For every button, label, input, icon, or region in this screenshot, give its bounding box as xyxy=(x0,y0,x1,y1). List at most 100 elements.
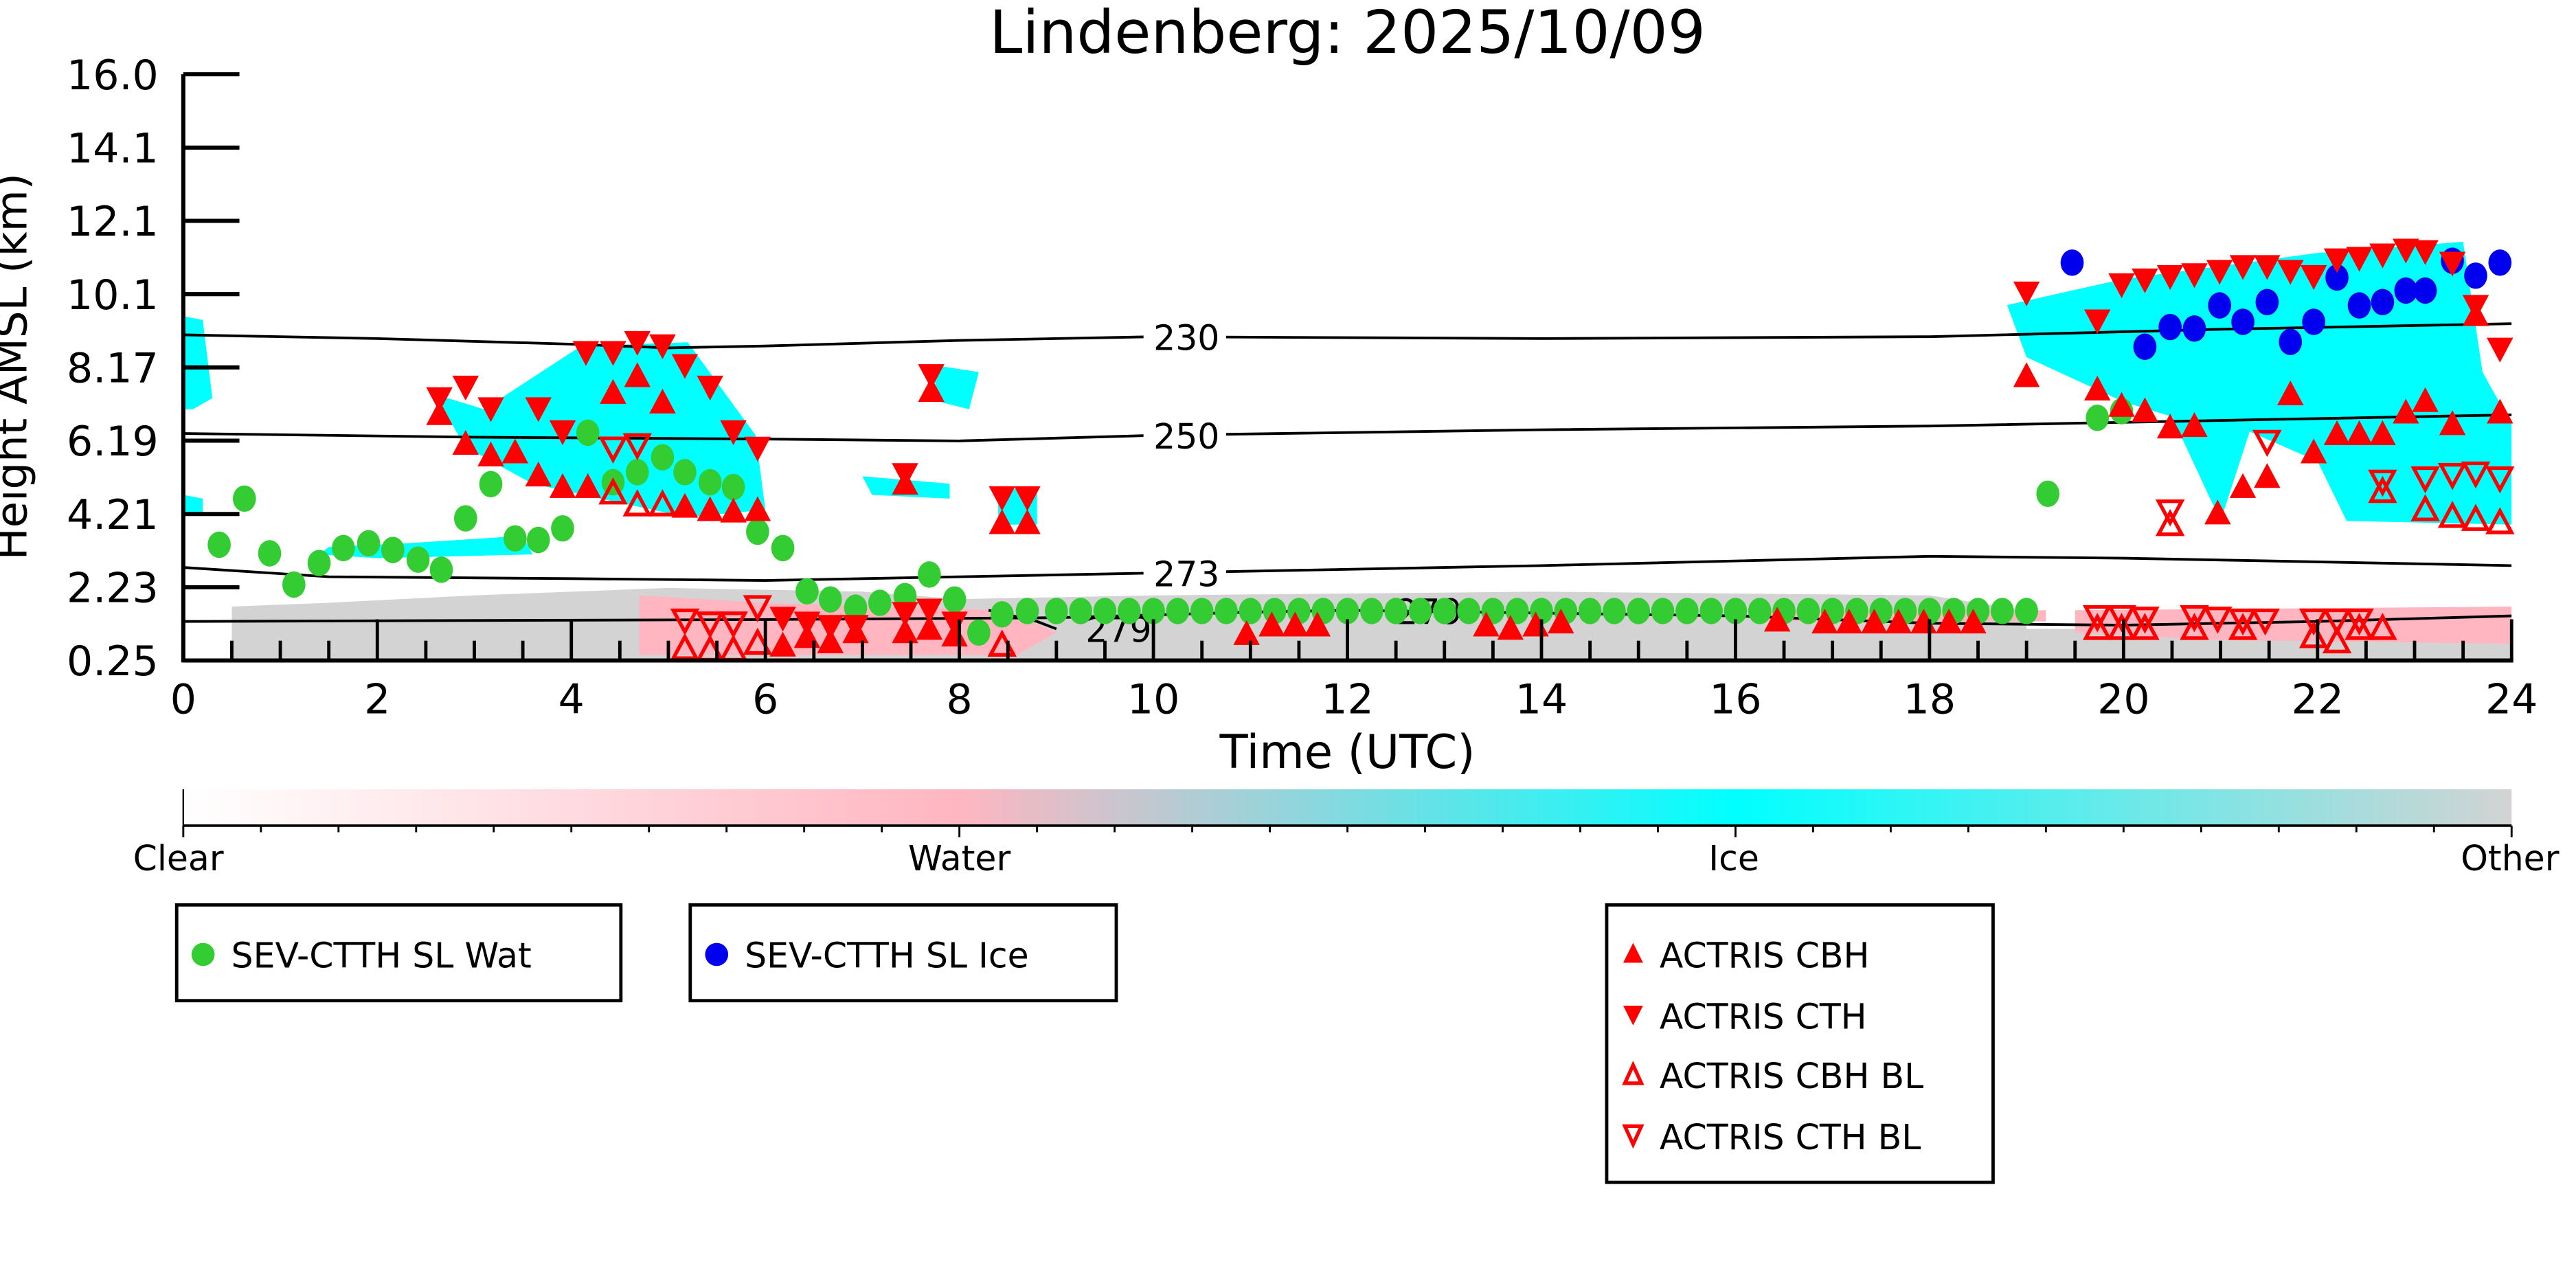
marker-actris-cth xyxy=(988,486,1016,511)
marker-sev-ctth-sl-wat xyxy=(1384,598,1408,624)
marker-sev-ctth-sl-wat xyxy=(771,534,795,562)
marker-actris-cth xyxy=(649,334,676,359)
marker-actris-cth xyxy=(1014,486,1041,511)
x-tick-label: 16 xyxy=(1709,675,1761,723)
contour-line-230 xyxy=(183,322,2512,350)
chart-title: Lindenberg: 2025/10/09 xyxy=(989,0,1705,67)
legend-sev-wat: SEV-CTTH SL Wat xyxy=(174,903,623,1003)
y-tick-label: 10.1 xyxy=(67,271,159,319)
marker-actris-cth xyxy=(477,397,504,422)
marker-actris-cth xyxy=(2412,240,2439,265)
contour-label-bg xyxy=(1143,554,1226,591)
marker-sev-ctth-sl-wat xyxy=(1432,598,1456,624)
x-tick-label: 8 xyxy=(947,675,973,723)
marker-actris-cbh-bl xyxy=(2410,494,2440,521)
marker-sev-ctth-sl-ice xyxy=(2231,308,2255,335)
x-tick-label: 10 xyxy=(1127,675,1179,723)
marker-actris-cth xyxy=(2277,260,2304,285)
marker-sev-ctth-sl-wat xyxy=(698,468,722,496)
marker-actris-cth xyxy=(2300,264,2327,291)
marker-actris-cbh xyxy=(1935,609,1963,634)
marker-actris-cbh-bl xyxy=(670,633,700,660)
marker-sev-ctth-sl-ice xyxy=(2488,249,2512,276)
marker-sev-ctth-sl-wat xyxy=(381,536,405,563)
marker-actris-cbh xyxy=(501,438,529,464)
marker-actris-cbh-bl xyxy=(2155,508,2185,536)
marker-actris-cth-bl xyxy=(2228,608,2258,636)
marker-sev-ctth-sl-wat xyxy=(967,619,991,646)
marker-actris-cth-bl xyxy=(719,611,748,639)
marker-actris-cbh xyxy=(452,430,479,455)
marker-actris-cth-bl xyxy=(2082,605,2112,633)
marker-sev-ctth-sl-wat xyxy=(942,586,967,613)
marker-actris-cth xyxy=(2462,295,2489,320)
marker-sev-ctth-sl-wat xyxy=(1651,598,1675,624)
marker-actris-cbh-bl xyxy=(648,489,677,517)
marker-actris-cbh xyxy=(1548,609,1574,634)
marker-actris-cth xyxy=(2439,251,2466,277)
marker-actris-cbh xyxy=(2369,420,2396,445)
marker-sev-ctth-sl-wat xyxy=(357,530,381,557)
marker-actris-cth xyxy=(525,397,552,422)
legend-sev-ice: SEV-CTTH SL Ice xyxy=(688,903,1118,1003)
marker-sev-ctth-sl-ice xyxy=(2394,277,2418,304)
marker-sev-ctth-sl-wat xyxy=(1166,598,1190,624)
marker-sev-ctth-sl-wat xyxy=(795,578,819,605)
marker-sev-ctth-sl-wat xyxy=(844,594,868,621)
marker-actris-cbh xyxy=(1282,611,1309,637)
marker-actris-cbh-bl xyxy=(622,489,653,517)
marker-sev-ctth-sl-wat xyxy=(746,518,769,545)
marker-actris-cbh-bl xyxy=(2322,626,2352,654)
legend-marker-blue-circle xyxy=(705,942,729,967)
legend-label: ACTRIS CBH BL xyxy=(1660,1056,1923,1096)
marker-actris-cth xyxy=(793,611,821,637)
y-tick-label: 14.1 xyxy=(67,124,159,172)
colorbar: Clear Water Ice Other xyxy=(133,789,2560,879)
marker-actris-cbh-bl xyxy=(2368,613,2397,640)
marker-actris-cbh xyxy=(892,618,918,644)
marker-sev-ctth-sl-wat xyxy=(1190,598,1214,624)
marker-sev-ctth-sl-wat xyxy=(818,586,842,613)
marker-actris-cth xyxy=(918,364,945,389)
marker-actris-cbh-bl xyxy=(2485,507,2515,534)
marker-actris-cth-bl xyxy=(2250,608,2280,636)
y-tick-label: 6.19 xyxy=(67,418,159,466)
marker-actris-cbh xyxy=(477,441,504,466)
colorbar-gradient xyxy=(183,789,2512,826)
marker-sev-ctth-sl-ice xyxy=(2208,292,2231,319)
marker-actris-cth xyxy=(916,598,943,624)
marker-actris-cbh xyxy=(574,473,601,498)
legend-marker-triangle-down-open xyxy=(1622,1124,1645,1149)
marker-actris-cbh xyxy=(2412,387,2439,412)
marker-actris-cth xyxy=(697,375,723,400)
marker-actris-cbh xyxy=(988,509,1016,534)
marker-sev-ctth-sl-wat xyxy=(990,601,1014,628)
marker-actris-cth xyxy=(842,615,869,640)
legend-marker-green-circle xyxy=(191,942,215,967)
x-axis-label: Time (UTC) xyxy=(1219,725,1476,779)
marker-actris-cbh xyxy=(1473,611,1500,637)
marker-actris-cbh-bl xyxy=(2298,621,2329,648)
marker-actris-cth-bl xyxy=(2345,608,2374,636)
marker-actris-cth xyxy=(671,354,699,379)
x-tick-label: 0 xyxy=(170,675,196,723)
marker-sev-ctth-sl-wat xyxy=(868,589,892,616)
marker-sev-ctth-sl-wat xyxy=(1239,598,1263,624)
marker-actris-cth xyxy=(2323,248,2351,273)
marker-actris-cth xyxy=(426,387,453,412)
marker-sev-ctth-sl-wat xyxy=(282,571,306,598)
marker-actris-cth xyxy=(549,420,576,445)
marker-actris-cbh xyxy=(1885,609,1912,634)
marker-actris-cbh xyxy=(2013,362,2040,387)
marker-sev-ctth-sl-wat xyxy=(1117,598,1141,624)
marker-actris-cth xyxy=(572,341,600,366)
colorbar-label-clear: Clear xyxy=(133,838,224,879)
marker-actris-cbh xyxy=(916,615,943,640)
marker-sev-ctth-sl-wat xyxy=(1069,598,1092,624)
marker-actris-cth xyxy=(2229,255,2257,280)
marker-sev-ctth-sl-ice xyxy=(2133,333,2157,361)
marker-sev-ctth-sl-wat xyxy=(721,473,745,501)
marker-actris-cth-bl xyxy=(2485,466,2515,494)
